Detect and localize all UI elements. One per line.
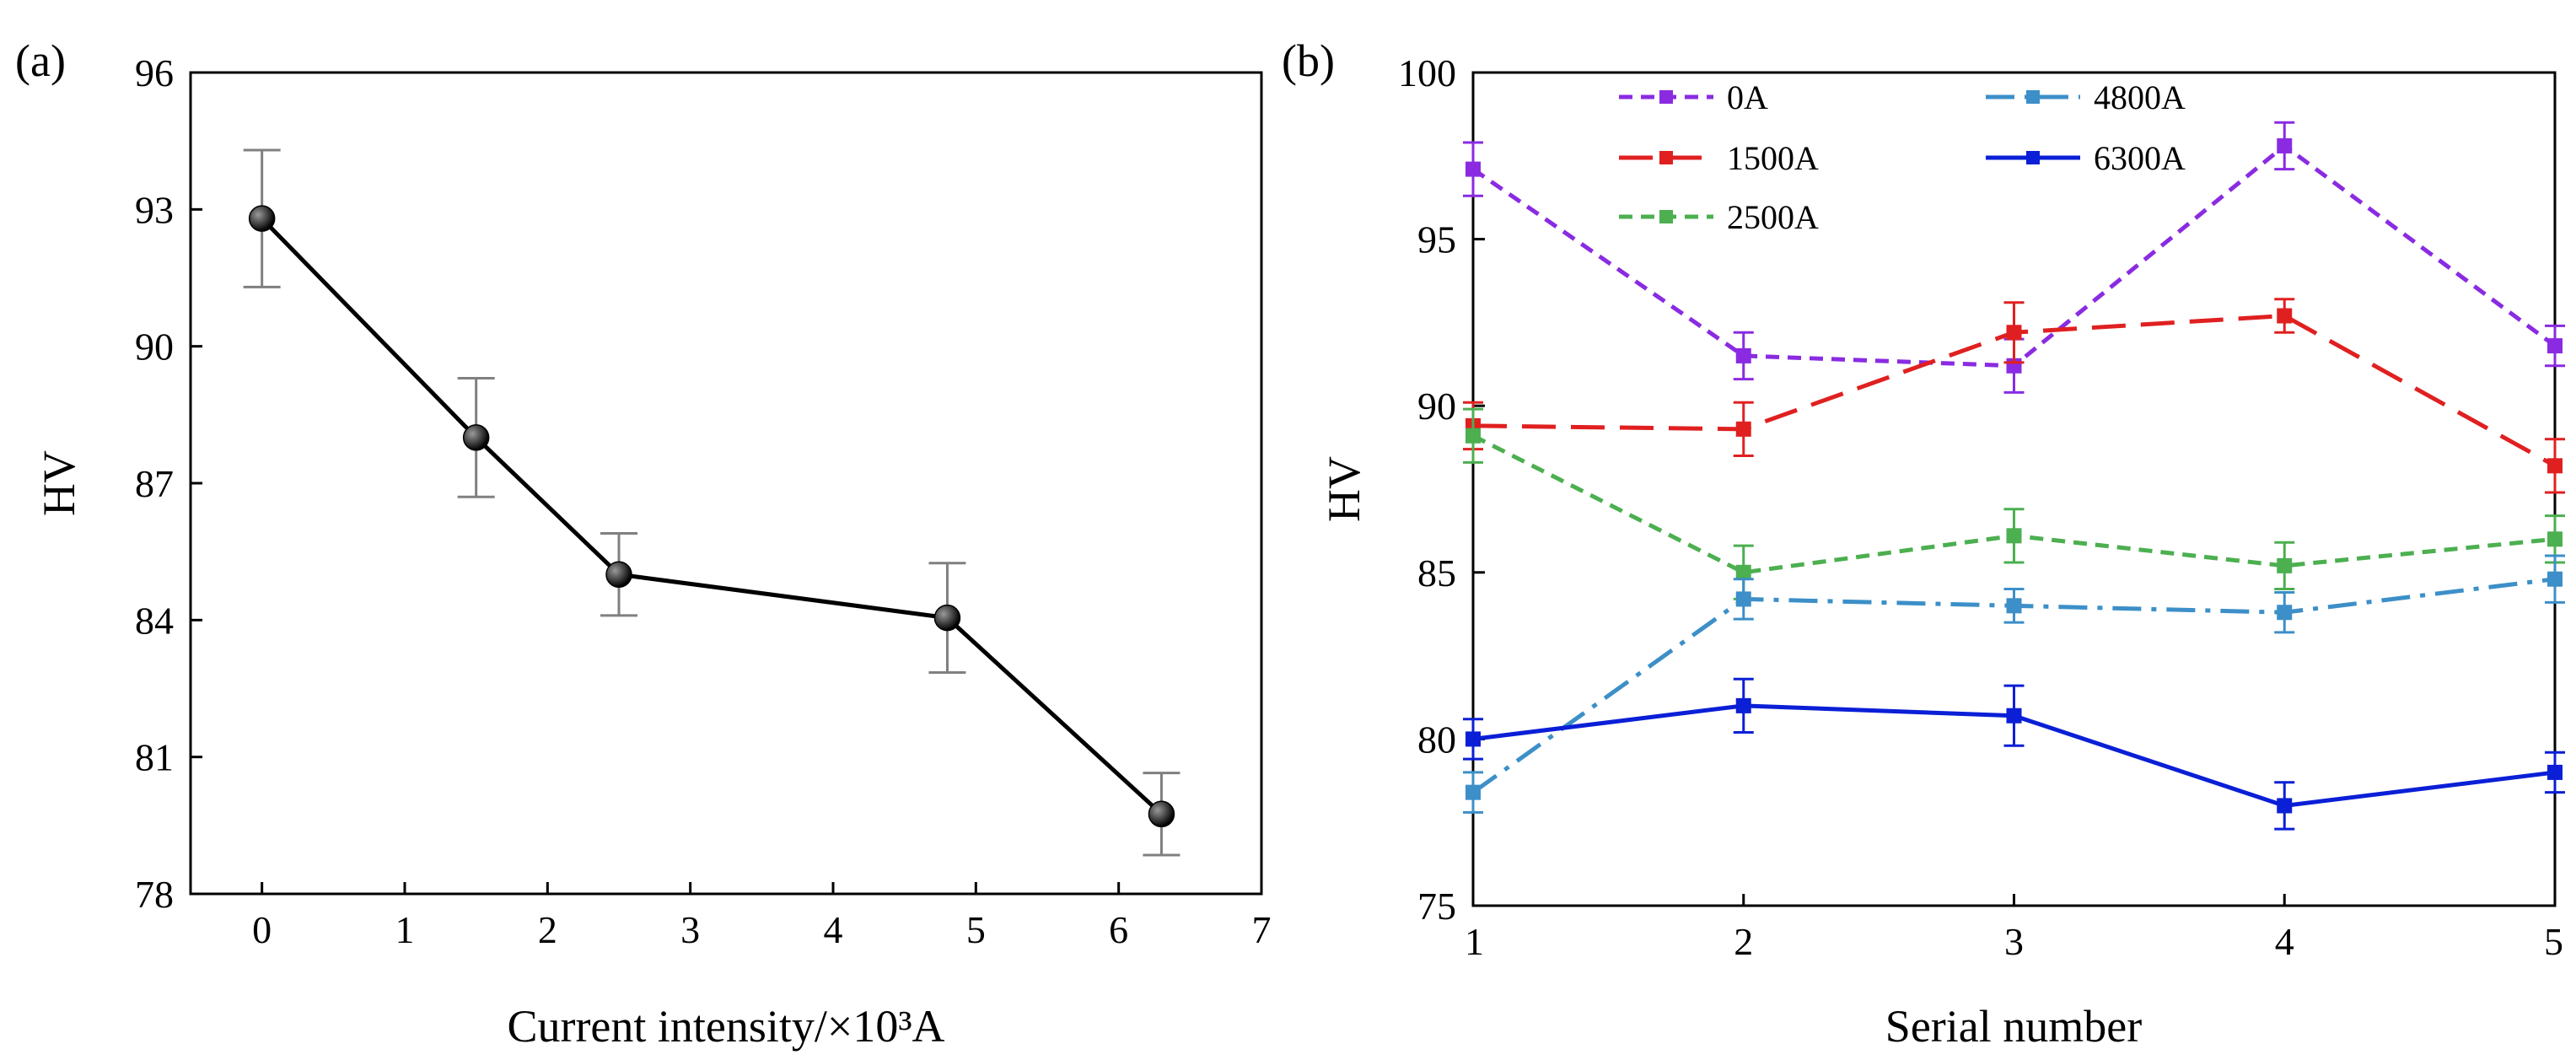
y-tick-label-0: 75 bbox=[1417, 885, 1456, 928]
panel-a-y-axis-label: HV bbox=[34, 450, 84, 516]
series-line-hv bbox=[260, 217, 1164, 816]
legend-entry-6300a: 6300A bbox=[1986, 139, 2186, 177]
x-tick-label-7: 7 bbox=[1252, 908, 1272, 951]
series-0a bbox=[1463, 121, 2565, 394]
series-4800a bbox=[1463, 554, 2565, 814]
legend-entry-6300a-label: 6300A bbox=[2094, 139, 2186, 177]
y-tick-label-4: 95 bbox=[1417, 218, 1456, 261]
series-2500a-point-4 bbox=[2547, 531, 2563, 547]
legend-entry-1500a-label: 1500A bbox=[1727, 139, 1819, 177]
series-1500a-point-2 bbox=[2006, 325, 2022, 341]
legend-entry-2500a: 2500A bbox=[1619, 198, 1819, 236]
legend-entry-2500a-label: 2500A bbox=[1727, 198, 1819, 236]
x-tick-label-1: 2 bbox=[1734, 920, 1753, 963]
panel-a-plot-frame bbox=[189, 71, 1263, 896]
series-6300a-point-0 bbox=[1465, 731, 1481, 747]
series-4800a-point-3 bbox=[2277, 605, 2293, 621]
series-1500a bbox=[1463, 298, 2565, 494]
x-tick-label-0: 0 bbox=[252, 908, 272, 951]
series-2500a-point-1 bbox=[1735, 564, 1751, 580]
series-0a-point-1 bbox=[1735, 347, 1751, 363]
series-2500a-point-0 bbox=[1465, 428, 1481, 444]
legend-entry-0a-label: 0A bbox=[1727, 78, 1768, 116]
legend-entry-0a: 0A bbox=[1619, 78, 1768, 116]
y-tick-label-4: 90 bbox=[135, 326, 174, 369]
data-point-4 bbox=[1148, 800, 1175, 828]
series-1500a-point-1 bbox=[1735, 421, 1751, 437]
legend-entry-2500a-swatch-marker bbox=[1659, 210, 1673, 223]
x-tick-label-6: 6 bbox=[1109, 908, 1128, 951]
legend-entry-1500a: 1500A bbox=[1619, 139, 1819, 177]
series-2500a bbox=[1463, 407, 2565, 600]
x-tick-label-5: 5 bbox=[966, 908, 986, 951]
data-point-0 bbox=[248, 205, 276, 232]
y-tick-label-5: 100 bbox=[1398, 51, 1456, 94]
y-tick-label-5: 93 bbox=[135, 188, 174, 231]
y-tick-label-3: 87 bbox=[135, 462, 174, 505]
series-6300a-point-4 bbox=[2547, 764, 2563, 780]
legend-entry-4800a-label: 4800A bbox=[2094, 78, 2186, 116]
series-6300a-point-2 bbox=[2006, 708, 2022, 724]
legend-entry-0a-swatch-marker bbox=[1659, 90, 1673, 104]
y-tick-label-3: 90 bbox=[1417, 385, 1456, 428]
series-1500a-point-4 bbox=[2547, 458, 2563, 474]
panel-b-ticks: 1 2 3 4 5 75 80 85 90 95 100 bbox=[1398, 51, 2563, 963]
panel-a-x-axis-label: Current intensity/×10³A bbox=[507, 1001, 944, 1052]
panel-a-data-marks bbox=[243, 148, 1180, 857]
panel-b-x-axis-label: Serial number bbox=[1885, 1001, 2142, 1052]
legend-entry-4800a: 4800A bbox=[1986, 78, 2186, 116]
legend-entry-4800a-swatch-marker bbox=[2026, 90, 2040, 104]
series-2500a-point-3 bbox=[2277, 557, 2293, 573]
panel-b-plot-frame bbox=[1471, 71, 2557, 907]
y-tick-label-6: 96 bbox=[135, 51, 174, 94]
series-4800a-point-2 bbox=[2006, 598, 2022, 614]
legend-entry-6300a-swatch-marker bbox=[2026, 151, 2040, 164]
series-4800a-point-0 bbox=[1465, 784, 1481, 800]
series-2500a-point-2 bbox=[2006, 528, 2022, 544]
panel-b-label: (b) bbox=[1282, 35, 1335, 86]
x-tick-label-3: 4 bbox=[2275, 920, 2294, 963]
y-tick-label-0: 78 bbox=[135, 873, 174, 916]
y-tick-label-1: 80 bbox=[1417, 718, 1456, 761]
series-0a-point-4 bbox=[2547, 338, 2563, 354]
panel-a-label: (a) bbox=[15, 35, 66, 86]
panel-b-data-marks bbox=[1463, 121, 2565, 831]
series-1500a-point-3 bbox=[2277, 308, 2293, 324]
series-6300a bbox=[1463, 677, 2565, 831]
x-tick-label-0: 1 bbox=[1465, 920, 1484, 963]
x-tick-label-4: 4 bbox=[824, 908, 843, 951]
series-4800a-point-1 bbox=[1735, 591, 1751, 607]
series-6300a-point-1 bbox=[1735, 697, 1751, 713]
y-tick-label-1: 81 bbox=[135, 736, 174, 779]
x-tick-label-3: 3 bbox=[680, 908, 700, 951]
legend-entry-1500a-swatch-marker bbox=[1659, 151, 1673, 164]
y-tick-label-2: 85 bbox=[1417, 552, 1456, 595]
data-point-3 bbox=[933, 604, 961, 632]
panel-b-y-axis-label: HV bbox=[1319, 456, 1369, 522]
panel-a-hardness-vs-current: (a) 0 1 2 3 4 5 6 7 78 81 84 87 90 93 96 Current inten… bbox=[15, 35, 1272, 1052]
panel-b-legend: 0A 1500A 2500A 4800A 6300A bbox=[1619, 78, 2186, 236]
y-tick-label-2: 84 bbox=[135, 599, 174, 642]
x-tick-label-1: 1 bbox=[395, 908, 415, 951]
series-6300a-point-3 bbox=[2277, 798, 2293, 814]
data-point-1 bbox=[462, 424, 490, 451]
x-tick-label-4: 5 bbox=[2544, 920, 2563, 963]
x-tick-label-2: 3 bbox=[2004, 920, 2024, 963]
data-point-2 bbox=[605, 561, 632, 588]
series-0a-point-0 bbox=[1465, 161, 1481, 177]
series-0a-point-3 bbox=[2277, 137, 2293, 153]
panel-a-ticks: 0 1 2 3 4 5 6 7 78 81 84 87 90 93 96 bbox=[135, 51, 1272, 951]
panel-b-hardness-vs-serial: (b) 1 2 3 4 5 75 80 85 90 95 100 0A 1500A 2500A 4800A… bbox=[1282, 35, 2565, 1052]
x-tick-label-2: 2 bbox=[538, 908, 557, 951]
series-4800a-point-4 bbox=[2547, 571, 2563, 587]
